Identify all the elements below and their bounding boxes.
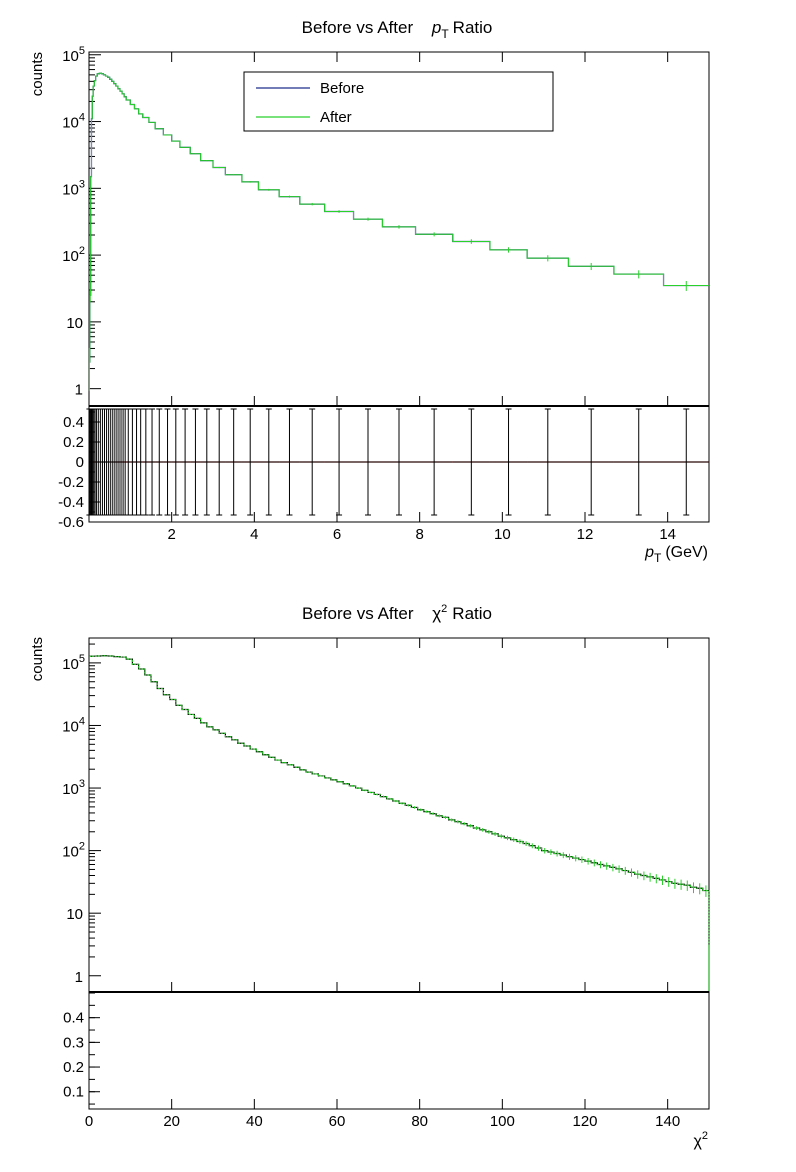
pt-chart-title: Before vs After pT Ratio [302,18,493,41]
pt-legend: Before After [243,71,554,132]
ratio-y-tick-label: 0.2 [63,1059,84,1076]
legend-after-label: After [320,109,352,126]
pt-ratio-panel: 0.4 0.2 0 -0.2 -0.4 -0.6 [58,408,709,531]
chi2-ratio-frame [88,991,710,1110]
after-histogram [89,655,710,992]
y-tick-label: 105 [62,45,85,65]
y-tick-label: 105 [62,653,85,673]
x-tick-label: 120 [572,1113,597,1130]
x-tick-label: 14 [659,526,676,543]
legend-before-label: Before [320,80,364,97]
ratio-y-tick-label: -0.6 [58,514,84,531]
chi2-chart-title: Before vs After χ2 Ratio [302,603,492,623]
y-tick-label: 10 [66,315,83,332]
ratio-y-tick-label: 0.1 [63,1084,84,1101]
x-tick-label: 10 [494,526,511,543]
x-tick-label: 12 [577,526,594,543]
x-tick-label: 100 [490,1113,515,1130]
x-tick-label: 0 [85,1113,93,1130]
x-tick-label: 140 [655,1113,680,1130]
before-histogram [89,655,710,992]
ratio-y-tick-label: 0 [76,454,84,471]
pt-legend-box [243,71,554,132]
x-tick-label: 60 [329,1113,346,1130]
x-tick-label: 8 [415,526,423,543]
ratio-y-tick-label: -0.2 [58,474,84,491]
chi2-histograms [89,655,710,992]
pt-x-ticks: 2 4 6 8 10 12 14 [167,52,676,543]
y-tick-label: 104 [62,715,85,735]
y-tick-label: 1 [75,969,83,986]
pt-histograms [88,72,709,392]
x-tick-label: 80 [411,1113,428,1130]
x-tick-label: 6 [333,526,341,543]
pt-y-axis-label: counts [29,52,46,96]
pt-x-axis-label: pT (GeV) [644,544,708,565]
ratio-y-tick-label: 0.4 [63,1010,84,1027]
ratio-y-tick-label: -0.4 [58,494,84,511]
chi2-ratio-panel: 0.4 0.3 0.2 0.1 [63,992,100,1105]
pt-y-ticks: 1 10 102 103 104 105 [62,45,101,399]
ratio-y-tick-label: 0.2 [63,434,84,451]
y-tick-label: 102 [62,245,85,265]
y-tick-label: 104 [62,112,85,132]
chi2-chart: Before vs After χ2 Ratio counts 1 10 102 103… [29,603,710,1150]
y-tick-label: 102 [62,841,85,861]
chi2-x-ticks: 0 20 40 60 80 100 120 140 [85,638,680,1130]
y-tick-label: 103 [62,778,85,798]
ratio-y-tick-label: 0.3 [63,1034,84,1051]
pt-chart: Before vs After pT Ratio counts 110102103… [29,18,710,565]
y-tick-label: 103 [62,178,85,198]
y-tick-label: 1 [75,382,83,399]
x-tick-label: 4 [250,526,258,543]
x-tick-label: 40 [246,1113,263,1130]
ratio-y-tick-label: 0.4 [63,414,84,431]
y-tick-label: 10 [66,906,83,923]
x-tick-label: 2 [167,526,175,543]
x-tick-label: 20 [163,1113,180,1130]
chi2-y-ticks: 1 10 102 103 104 105 [62,643,101,986]
chi2-main-frame [88,637,710,993]
chi2-y-axis-label: counts [29,637,46,681]
chi2-x-axis-label: χ2 [693,1130,708,1150]
